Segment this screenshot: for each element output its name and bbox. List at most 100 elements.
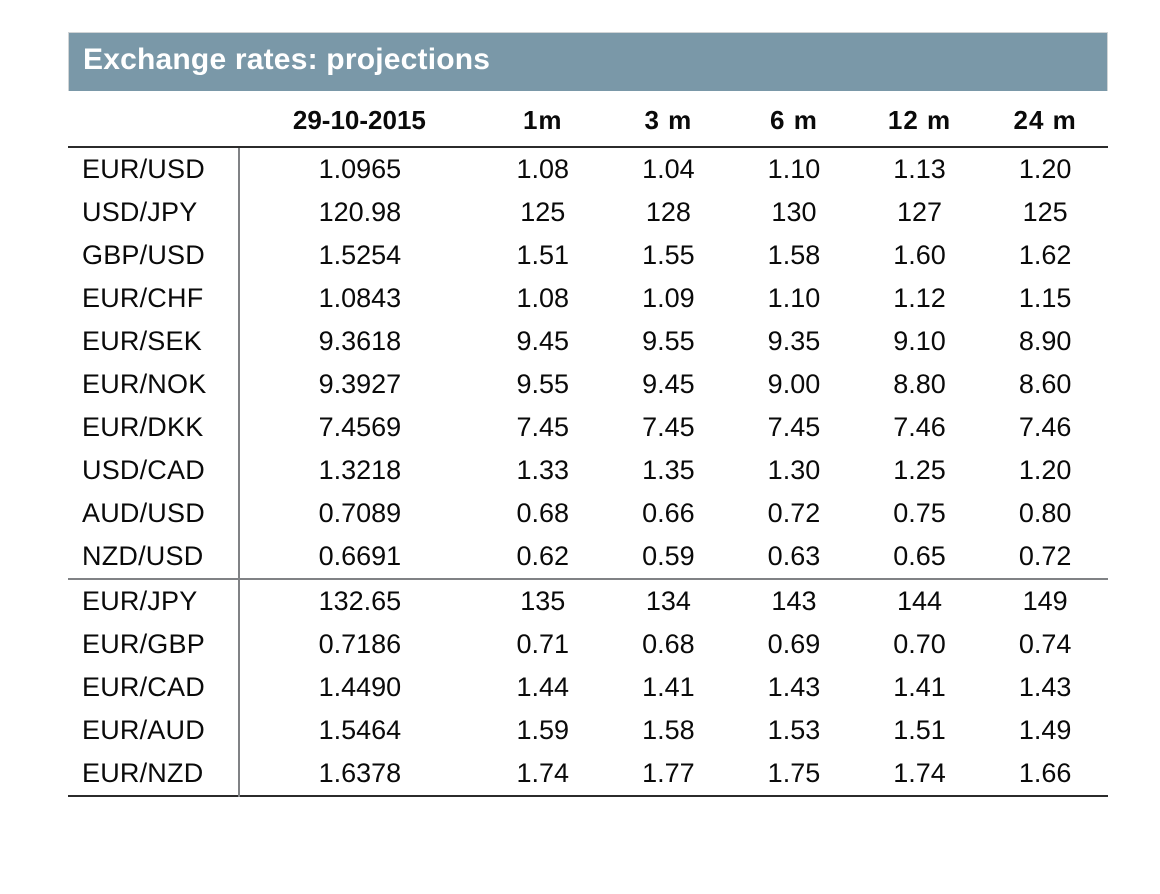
cell-proj: 1.09 bbox=[606, 277, 732, 320]
cell-proj: 7.45 bbox=[606, 406, 732, 449]
cell-proj: 0.63 bbox=[731, 535, 857, 579]
table-row: EUR/NZD1.63781.741.771.751.741.66 bbox=[68, 752, 1108, 796]
cell-proj: 9.45 bbox=[606, 363, 732, 406]
cell-proj: 8.90 bbox=[982, 320, 1108, 363]
cell-proj: 1.12 bbox=[857, 277, 983, 320]
col-header-pair bbox=[68, 91, 239, 147]
cell-proj: 1.30 bbox=[731, 449, 857, 492]
cell-pair: USD/JPY bbox=[68, 191, 239, 234]
cell-proj: 7.46 bbox=[857, 406, 983, 449]
table-row: EUR/NOK9.39279.559.459.008.808.60 bbox=[68, 363, 1108, 406]
col-header-6m: 6 m bbox=[731, 91, 857, 147]
cell-proj: 1.43 bbox=[982, 666, 1108, 709]
table-row: EUR/CAD1.44901.441.411.431.411.43 bbox=[68, 666, 1108, 709]
cell-proj: 0.71 bbox=[480, 623, 606, 666]
cell-proj: 0.72 bbox=[731, 492, 857, 535]
table-row: GBP/USD1.52541.511.551.581.601.62 bbox=[68, 234, 1108, 277]
cell-proj: 1.77 bbox=[606, 752, 732, 796]
cell-proj: 1.08 bbox=[480, 277, 606, 320]
cell-proj: 1.53 bbox=[731, 709, 857, 752]
cell-proj: 8.80 bbox=[857, 363, 983, 406]
cell-pair: EUR/DKK bbox=[68, 406, 239, 449]
cell-pair: USD/CAD bbox=[68, 449, 239, 492]
cell-proj: 1.41 bbox=[857, 666, 983, 709]
cell-proj: 143 bbox=[731, 580, 857, 623]
table-row: USD/JPY120.98125128130127125 bbox=[68, 191, 1108, 234]
table-bottom-rule bbox=[68, 796, 1108, 797]
cell-proj: 1.15 bbox=[982, 277, 1108, 320]
cell-proj: 9.00 bbox=[731, 363, 857, 406]
cell-spot: 1.4490 bbox=[239, 666, 480, 709]
cell-proj: 1.51 bbox=[480, 234, 606, 277]
cell-spot: 9.3927 bbox=[239, 363, 480, 406]
cell-proj: 1.04 bbox=[606, 147, 732, 191]
table-row: USD/CAD1.32181.331.351.301.251.20 bbox=[68, 449, 1108, 492]
cell-proj: 0.62 bbox=[480, 535, 606, 579]
table-row: EUR/CHF1.08431.081.091.101.121.15 bbox=[68, 277, 1108, 320]
cell-spot: 1.5254 bbox=[239, 234, 480, 277]
cell-pair: EUR/AUD bbox=[68, 709, 239, 752]
table-row: EUR/AUD1.54641.591.581.531.511.49 bbox=[68, 709, 1108, 752]
table-title-banner: Exchange rates: projections bbox=[68, 32, 1108, 91]
cell-proj: 1.13 bbox=[857, 147, 983, 191]
col-header-3m: 3 m bbox=[606, 91, 732, 147]
cell-proj: 1.58 bbox=[606, 709, 732, 752]
cell-spot: 132.65 bbox=[239, 580, 480, 623]
cell-proj: 7.46 bbox=[982, 406, 1108, 449]
cell-proj: 1.60 bbox=[857, 234, 983, 277]
cell-proj: 128 bbox=[606, 191, 732, 234]
cell-proj: 1.49 bbox=[982, 709, 1108, 752]
cell-proj: 0.69 bbox=[731, 623, 857, 666]
col-header-24m: 24 m bbox=[982, 91, 1108, 147]
cell-proj: 1.66 bbox=[982, 752, 1108, 796]
table-row: NZD/USD0.66910.620.590.630.650.72 bbox=[68, 535, 1108, 579]
cell-proj: 9.55 bbox=[480, 363, 606, 406]
cell-proj: 1.74 bbox=[480, 752, 606, 796]
col-header-spot-date: 29-10-2015 bbox=[239, 91, 480, 147]
cell-pair: EUR/NZD bbox=[68, 752, 239, 796]
cell-proj: 1.75 bbox=[731, 752, 857, 796]
cell-proj: 1.62 bbox=[982, 234, 1108, 277]
cell-proj: 125 bbox=[480, 191, 606, 234]
cell-proj: 144 bbox=[857, 580, 983, 623]
cell-proj: 1.20 bbox=[982, 449, 1108, 492]
cell-pair: EUR/JPY bbox=[68, 580, 239, 623]
cell-spot: 120.98 bbox=[239, 191, 480, 234]
col-header-12m: 12 m bbox=[857, 91, 983, 147]
cell-pair: EUR/CAD bbox=[68, 666, 239, 709]
cell-pair: EUR/SEK bbox=[68, 320, 239, 363]
cell-proj: 1.51 bbox=[857, 709, 983, 752]
cell-spot: 7.4569 bbox=[239, 406, 480, 449]
table-row: EUR/GBP0.71860.710.680.690.700.74 bbox=[68, 623, 1108, 666]
cell-spot: 0.7089 bbox=[239, 492, 480, 535]
cell-pair: GBP/USD bbox=[68, 234, 239, 277]
cell-proj: 1.58 bbox=[731, 234, 857, 277]
cell-proj: 1.41 bbox=[606, 666, 732, 709]
cell-proj: 1.43 bbox=[731, 666, 857, 709]
cell-proj: 134 bbox=[606, 580, 732, 623]
cell-pair: EUR/NOK bbox=[68, 363, 239, 406]
cell-proj: 0.59 bbox=[606, 535, 732, 579]
cell-proj: 0.68 bbox=[480, 492, 606, 535]
cell-proj: 1.35 bbox=[606, 449, 732, 492]
col-header-1m: 1m bbox=[480, 91, 606, 147]
cell-proj: 7.45 bbox=[731, 406, 857, 449]
cell-proj: 1.59 bbox=[480, 709, 606, 752]
cell-pair: NZD/USD bbox=[68, 535, 239, 579]
fx-projections-table-container: Exchange rates: projections 29-10-2015 1… bbox=[68, 32, 1108, 797]
cell-proj: 8.60 bbox=[982, 363, 1108, 406]
cell-proj: 0.70 bbox=[857, 623, 983, 666]
table-row: AUD/USD0.70890.680.660.720.750.80 bbox=[68, 492, 1108, 535]
cell-pair: EUR/CHF bbox=[68, 277, 239, 320]
cell-proj: 1.10 bbox=[731, 277, 857, 320]
cell-pair: EUR/USD bbox=[68, 147, 239, 191]
cell-spot: 1.3218 bbox=[239, 449, 480, 492]
table-row: EUR/SEK9.36189.459.559.359.108.90 bbox=[68, 320, 1108, 363]
cell-spot: 1.5464 bbox=[239, 709, 480, 752]
cell-proj: 0.66 bbox=[606, 492, 732, 535]
cell-proj: 1.10 bbox=[731, 147, 857, 191]
cell-proj: 1.44 bbox=[480, 666, 606, 709]
cell-proj: 0.80 bbox=[982, 492, 1108, 535]
cell-spot: 1.6378 bbox=[239, 752, 480, 796]
cell-proj: 9.45 bbox=[480, 320, 606, 363]
